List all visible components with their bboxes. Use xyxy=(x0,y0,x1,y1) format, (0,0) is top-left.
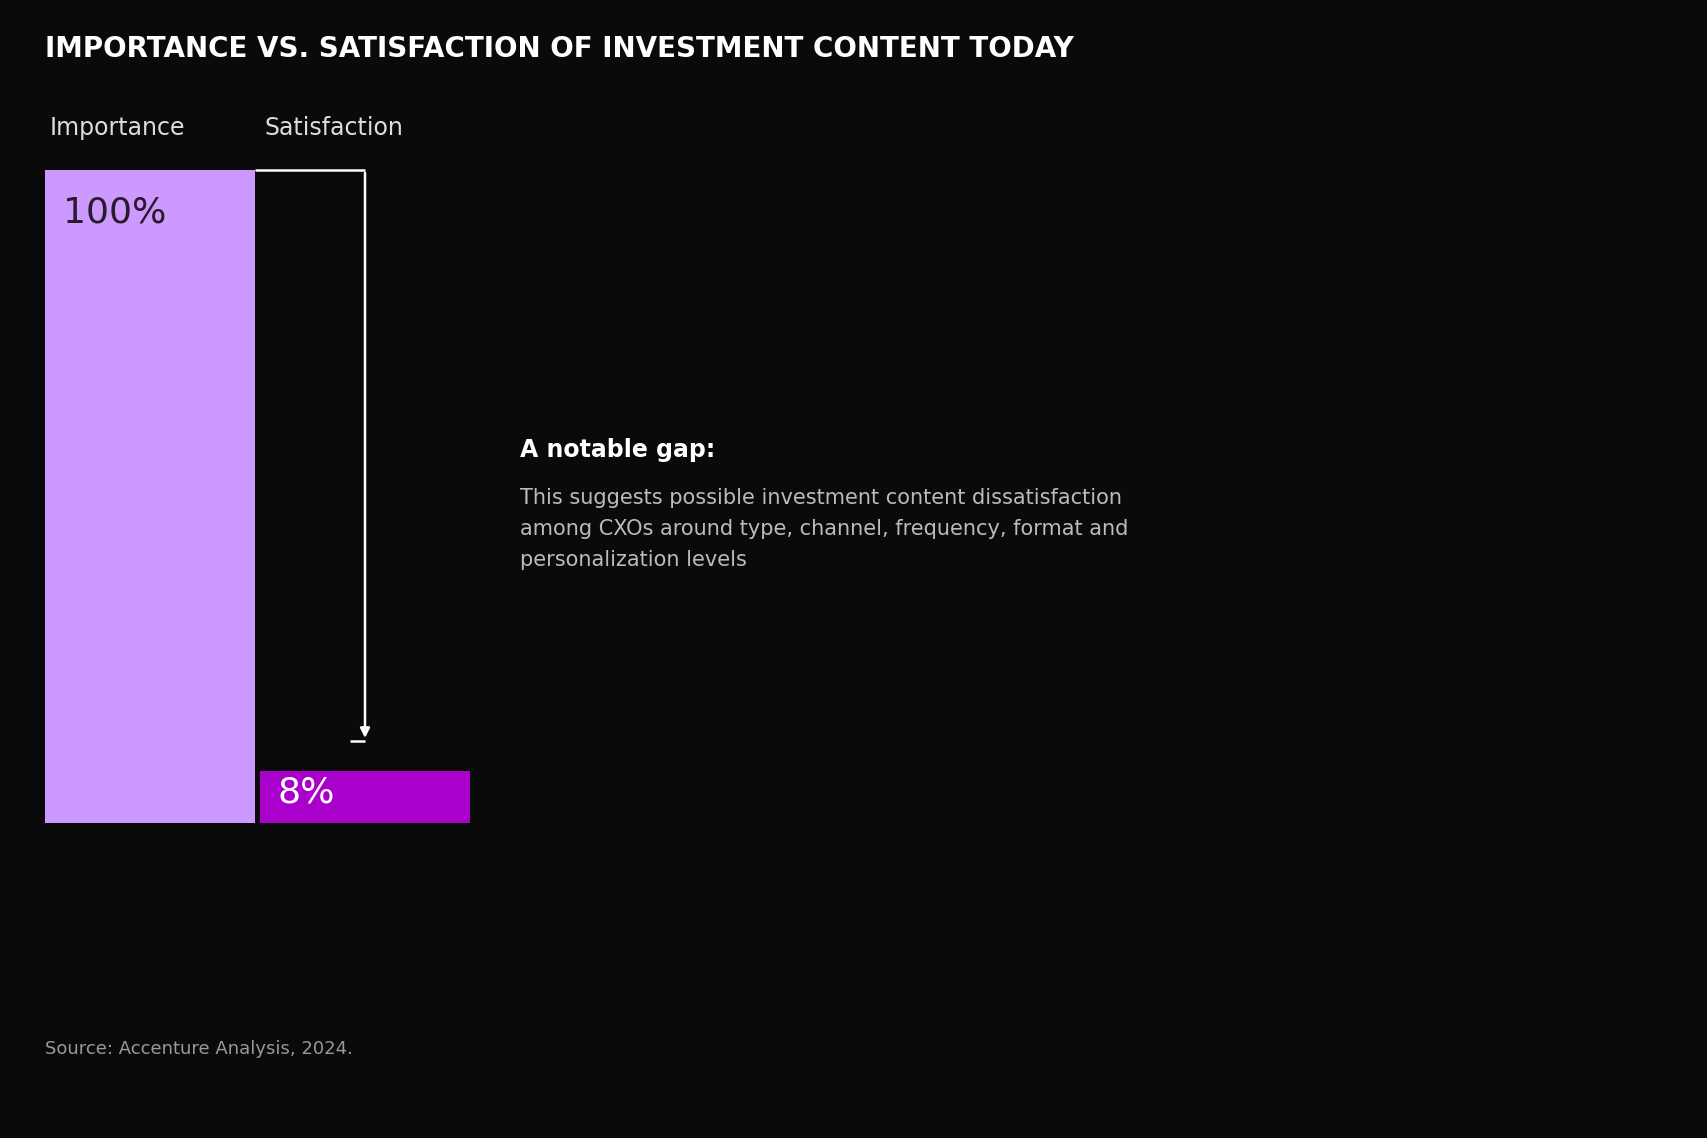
Text: This suggests possible investment content dissatisfaction
among CXOs around type: This suggests possible investment conten… xyxy=(521,488,1128,570)
Text: A notable gap:: A notable gap: xyxy=(521,438,715,462)
Bar xyxy=(259,770,469,823)
Text: 8%: 8% xyxy=(278,776,336,810)
Text: IMPORTANCE VS. SATISFACTION OF INVESTMENT CONTENT TODAY: IMPORTANCE VS. SATISFACTION OF INVESTMEN… xyxy=(44,35,1074,63)
Text: Importance: Importance xyxy=(50,116,186,140)
Text: Source: Accenture Analysis, 2024.: Source: Accenture Analysis, 2024. xyxy=(44,1040,353,1058)
Text: 100%: 100% xyxy=(63,195,166,229)
Text: Satisfaction: Satisfaction xyxy=(265,116,405,140)
Bar xyxy=(44,170,254,823)
